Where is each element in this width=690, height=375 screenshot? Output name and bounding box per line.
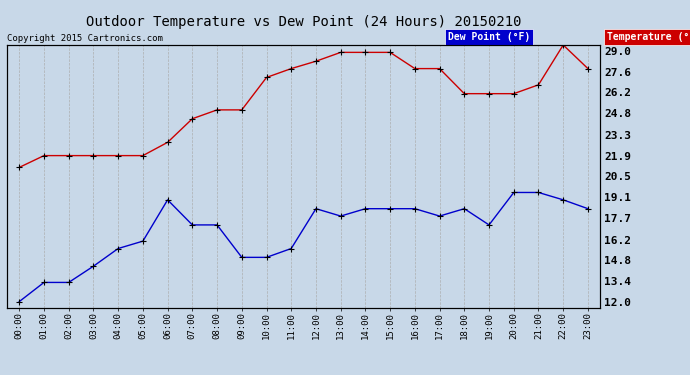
Text: Outdoor Temperature vs Dew Point (24 Hours) 20150210: Outdoor Temperature vs Dew Point (24 Hou… bbox=[86, 15, 522, 29]
Text: Copyright 2015 Cartronics.com: Copyright 2015 Cartronics.com bbox=[7, 34, 163, 43]
Text: Dew Point (°F): Dew Point (°F) bbox=[448, 32, 530, 42]
Text: Temperature (°F): Temperature (°F) bbox=[607, 32, 690, 42]
